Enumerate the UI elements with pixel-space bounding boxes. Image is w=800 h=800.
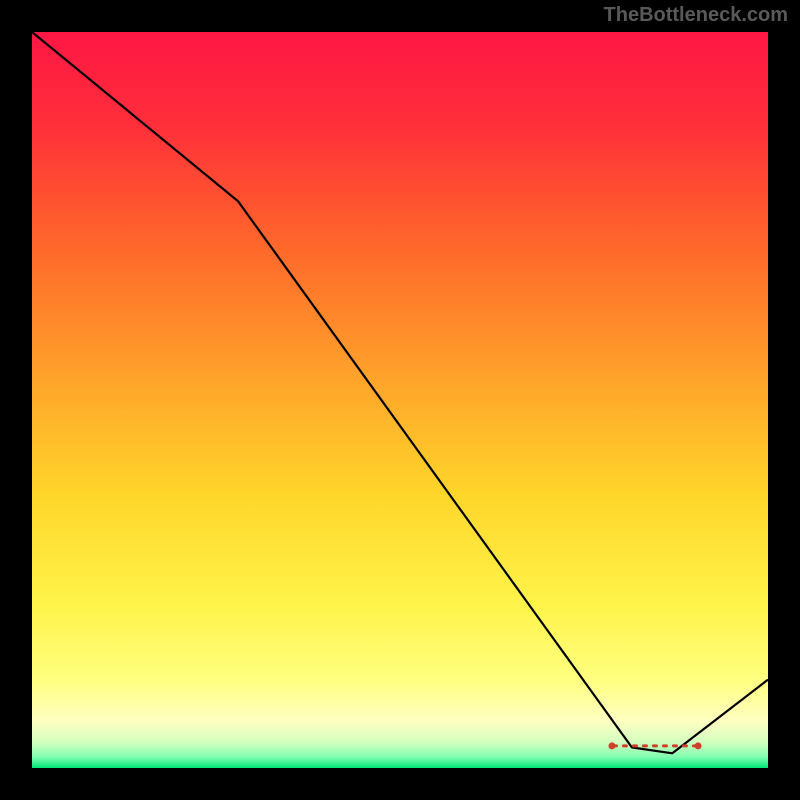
chart-svg [0,0,800,800]
watermark-text: TheBottleneck.com [604,4,788,27]
bottleneck-chart [0,0,800,800]
